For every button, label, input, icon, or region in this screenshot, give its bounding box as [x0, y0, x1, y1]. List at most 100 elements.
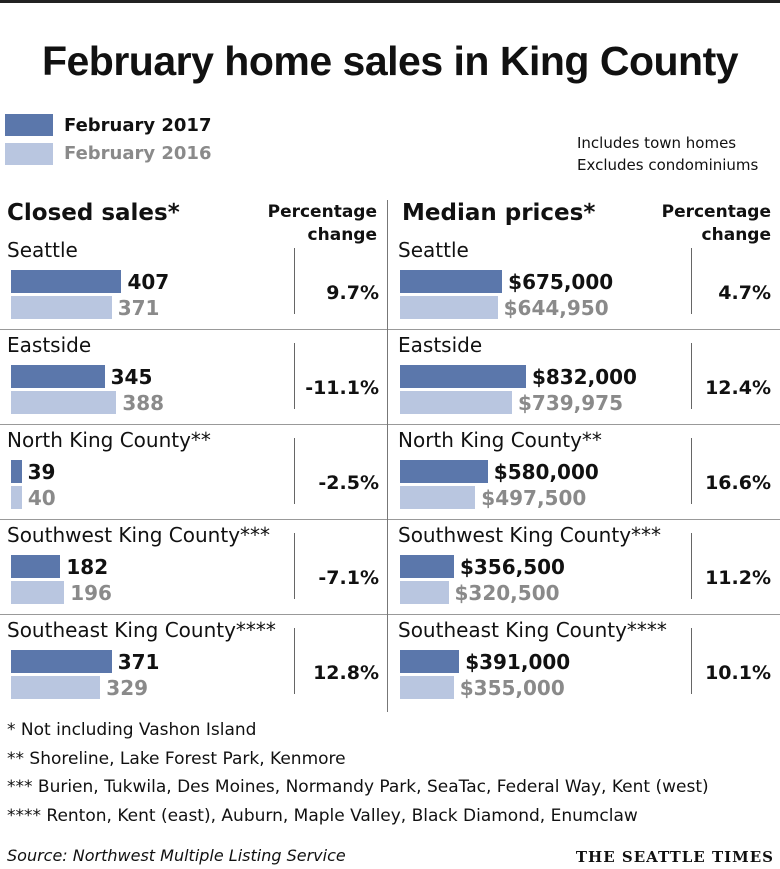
value-label-2017: 345 — [110, 365, 153, 389]
row-separator — [388, 614, 780, 615]
closed-sales-pct-header: Percentage change — [240, 201, 377, 247]
bar-2016 — [11, 296, 112, 319]
region-label: Southeast King County**** — [7, 618, 276, 642]
legend-swatch-2017 — [5, 114, 53, 136]
value-label-2016: $320,500 — [454, 581, 560, 605]
value-label-2017: $832,000 — [531, 365, 637, 389]
row-divider-vertical — [294, 438, 295, 504]
footnote-1: * Not including Vashon Island — [7, 720, 257, 740]
value-label-2017: $391,000 — [465, 650, 571, 674]
percent-change: -2.5% — [318, 472, 379, 494]
row-separator — [0, 614, 387, 615]
note-town-homes: Includes town homes — [577, 134, 737, 152]
row-divider-vertical — [691, 248, 692, 314]
percent-change: 9.7% — [326, 282, 379, 304]
percent-change: -7.1% — [318, 567, 379, 589]
footnote-2: ** Shoreline, Lake Forest Park, Kenmore — [7, 749, 346, 769]
row-divider-vertical — [691, 628, 692, 694]
median-prices-title: Median prices* — [402, 200, 596, 226]
bar-2017 — [11, 650, 112, 673]
row-separator — [0, 519, 387, 520]
bar-2016 — [11, 486, 22, 509]
value-label-2016: $355,000 — [459, 676, 565, 700]
bar-2016 — [400, 486, 476, 509]
value-label-2016: $497,500 — [481, 486, 587, 510]
bar-2017 — [400, 460, 488, 483]
percent-change: 4.7% — [718, 282, 771, 304]
percent-change: 10.1% — [705, 662, 771, 684]
row-divider-vertical — [691, 438, 692, 504]
row-divider-vertical — [691, 343, 692, 409]
pct-header-line2: change — [701, 225, 771, 245]
bar-2017 — [11, 555, 61, 578]
bar-2016 — [11, 581, 65, 604]
legend-label-2016: February 2016 — [64, 143, 212, 164]
value-label-2017: 407 — [127, 270, 170, 294]
value-label-2016: $644,950 — [503, 296, 609, 320]
value-label-2016: 371 — [117, 296, 160, 320]
row-divider-vertical — [294, 533, 295, 599]
row-separator — [0, 329, 387, 330]
median-prices-pct-header: Percentage change — [630, 201, 771, 247]
percent-change: 12.4% — [705, 377, 771, 399]
bar-2016 — [400, 581, 449, 604]
region-label: Eastside — [398, 333, 483, 357]
bar-2016 — [11, 676, 101, 699]
value-label-2017: $356,500 — [459, 555, 565, 579]
value-label-2017: 182 — [66, 555, 109, 579]
bar-2016 — [400, 391, 512, 414]
note-condominiums: Excludes condominiums — [577, 156, 759, 174]
pct-header-line2: change — [307, 225, 377, 245]
row-separator — [388, 424, 780, 425]
pct-header-line1: Percentage — [267, 202, 377, 222]
value-label-2016: 388 — [122, 391, 165, 415]
legend-label-2017: February 2017 — [64, 115, 212, 136]
region-label: Southwest King County*** — [7, 523, 271, 547]
chart-title: February home sales in King County — [41, 38, 739, 84]
value-label-2017: 39 — [27, 460, 56, 484]
region-label: North King County** — [398, 428, 602, 452]
region-label: Southeast King County**** — [398, 618, 667, 642]
row-divider-vertical — [294, 248, 295, 314]
percent-change: 16.6% — [705, 472, 771, 494]
bar-2016 — [11, 391, 117, 414]
footnote-3: *** Burien, Tukwila, Des Moines, Normand… — [7, 777, 709, 797]
percent-change: 11.2% — [705, 567, 771, 589]
bar-2017 — [11, 270, 122, 293]
value-label-2016: 40 — [27, 486, 56, 510]
row-divider-vertical — [294, 343, 295, 409]
legend-swatch-2016 — [5, 143, 53, 165]
source-note: Source: Northwest Multiple Listing Servi… — [7, 846, 346, 865]
top-rule — [0, 0, 780, 3]
percent-change: 12.8% — [313, 662, 379, 684]
publisher-logo: THE SEATTLE TIMES — [575, 848, 774, 866]
bar-2017 — [400, 270, 503, 293]
value-label-2017: 371 — [117, 650, 160, 674]
row-divider-vertical — [294, 628, 295, 694]
row-separator — [388, 519, 780, 520]
value-label-2017: $675,000 — [508, 270, 614, 294]
pct-header-line1: Percentage — [661, 202, 771, 222]
bar-2017 — [11, 460, 22, 483]
bar-2017 — [400, 555, 454, 578]
bar-2017 — [400, 650, 460, 673]
region-label: Seattle — [7, 238, 78, 262]
column-divider — [387, 200, 388, 712]
footnote-4: **** Renton, Kent (east), Auburn, Maple … — [7, 806, 638, 826]
bar-2016 — [400, 296, 498, 319]
region-label: Seattle — [398, 238, 469, 262]
row-separator — [0, 424, 387, 425]
row-divider-vertical — [691, 533, 692, 599]
row-separator — [388, 329, 780, 330]
region-label: North King County** — [7, 428, 211, 452]
bar-2017 — [400, 365, 526, 388]
region-label: Southwest King County*** — [398, 523, 662, 547]
value-label-2017: $580,000 — [493, 460, 599, 484]
bar-2016 — [400, 676, 454, 699]
percent-change: -11.1% — [305, 377, 379, 399]
value-label-2016: 329 — [106, 676, 149, 700]
value-label-2016: $739,975 — [518, 391, 624, 415]
value-label-2016: 196 — [70, 581, 112, 605]
closed-sales-title: Closed sales* — [7, 200, 180, 226]
bar-2017 — [11, 365, 105, 388]
